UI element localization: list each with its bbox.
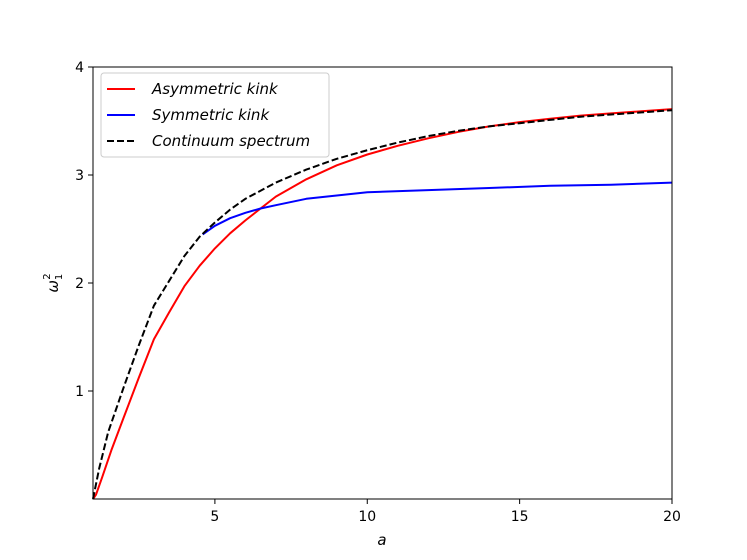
plot-area — [92, 108, 673, 500]
legend: Asymmetric kink Symmetric kink Continuum s… — [100, 72, 330, 158]
y-tick-label: 2 — [75, 276, 84, 292]
x-axis: 5 10 15 20 — [210, 499, 681, 525]
y-tick-label: 3 — [75, 168, 84, 184]
x-tick-label: 10 — [358, 509, 376, 525]
x-tick-label: 15 — [511, 509, 529, 525]
x-tick-label: 20 — [663, 509, 681, 525]
y-tick-label: 1 — [75, 384, 84, 400]
x-axis-label: a — [377, 531, 386, 549]
x-tick-label: 5 — [210, 509, 219, 525]
legend-label-3: Continuum spectrum — [152, 132, 310, 150]
series-line-2 — [202, 181, 673, 236]
series-line-1 — [92, 108, 673, 500]
y-axis-label: ω12 — [42, 273, 65, 292]
legend-box — [100, 72, 330, 158]
legend-label-2: Symmetric kink — [152, 106, 270, 124]
legend-label-1: Asymmetric kink — [151, 80, 279, 98]
y-axis: 1 2 3 4 — [75, 60, 93, 400]
y-tick-label: 4 — [75, 60, 84, 76]
series-line-3 — [92, 109, 673, 500]
